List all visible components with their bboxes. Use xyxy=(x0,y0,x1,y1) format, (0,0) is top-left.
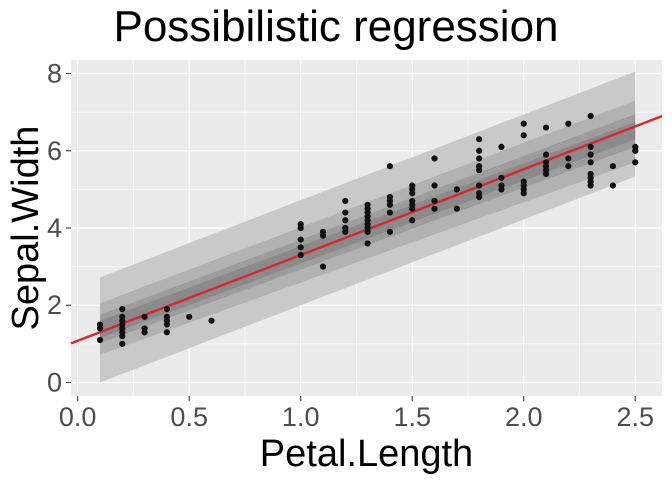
data-point xyxy=(431,197,438,205)
data-point xyxy=(96,336,104,344)
data-point xyxy=(476,190,483,197)
data-points xyxy=(96,112,639,347)
data-point xyxy=(632,159,639,166)
x-tick-label: 1.5 xyxy=(393,402,431,432)
data-point xyxy=(342,224,349,232)
data-point xyxy=(431,205,438,212)
data-point xyxy=(542,151,550,158)
data-point xyxy=(587,159,594,166)
data-point xyxy=(476,136,483,143)
data-point xyxy=(498,174,505,181)
data-point xyxy=(297,236,304,243)
data-point xyxy=(431,182,438,189)
y-tick-label: 4 xyxy=(47,213,62,243)
data-point xyxy=(163,329,170,336)
axes: 0.0 0.5 1.0 1.5 2.0 2.5 0 2 4 6 8 xyxy=(47,59,654,432)
data-point xyxy=(476,182,483,189)
data-point xyxy=(297,221,304,228)
data-point xyxy=(431,155,438,162)
data-point xyxy=(163,313,170,320)
data-point xyxy=(119,340,126,347)
x-tick-label: 0.0 xyxy=(59,402,97,432)
data-point xyxy=(453,186,460,193)
x-tick-label: 1.0 xyxy=(282,402,320,432)
data-point xyxy=(364,240,371,247)
data-point xyxy=(587,170,594,178)
chart-title: Possibilistic regression xyxy=(113,2,559,51)
data-point xyxy=(587,151,594,158)
data-point xyxy=(587,143,594,150)
data-point xyxy=(119,306,126,313)
x-tick-label: 0.5 xyxy=(170,402,208,432)
data-point xyxy=(587,112,594,120)
y-tick-label: 0 xyxy=(47,367,62,397)
data-point xyxy=(609,163,617,170)
y-axis-label: Sepal.Width xyxy=(5,126,47,331)
x-tick-label: 2.0 xyxy=(505,402,543,432)
data-point xyxy=(520,120,527,127)
x-axis-label: Petal.Length xyxy=(260,433,473,475)
data-point xyxy=(364,201,371,208)
data-point xyxy=(632,143,639,150)
data-point xyxy=(520,178,527,185)
data-point xyxy=(297,251,304,259)
data-point xyxy=(476,147,483,154)
y-tick-label: 8 xyxy=(47,59,62,89)
data-point xyxy=(409,197,416,205)
data-point xyxy=(342,217,349,224)
data-point xyxy=(520,132,527,139)
data-point xyxy=(386,194,394,201)
data-point xyxy=(453,205,460,212)
data-point xyxy=(498,182,505,189)
data-point xyxy=(609,182,617,189)
data-point xyxy=(565,120,572,127)
data-point xyxy=(386,228,394,235)
data-point xyxy=(119,313,126,320)
data-point xyxy=(319,263,327,270)
data-point xyxy=(498,143,505,150)
data-point xyxy=(409,217,416,224)
data-point xyxy=(141,325,148,332)
data-point xyxy=(186,313,193,320)
x-tick-label: 2.5 xyxy=(616,402,654,432)
y-tick-label: 2 xyxy=(47,290,62,320)
data-point xyxy=(565,163,572,170)
data-point xyxy=(386,163,394,170)
data-point xyxy=(565,155,572,162)
data-point xyxy=(409,182,416,189)
data-point xyxy=(542,124,550,131)
data-point xyxy=(342,209,349,216)
data-point xyxy=(386,209,394,216)
data-point xyxy=(342,197,349,205)
data-point xyxy=(542,159,550,166)
data-point xyxy=(476,155,483,162)
y-tick-label: 6 xyxy=(47,136,62,166)
data-point xyxy=(476,163,483,170)
data-point xyxy=(163,306,170,313)
data-point xyxy=(96,321,104,328)
data-point xyxy=(208,317,215,324)
data-point xyxy=(141,313,148,320)
data-point xyxy=(297,244,304,251)
data-point xyxy=(319,228,327,235)
